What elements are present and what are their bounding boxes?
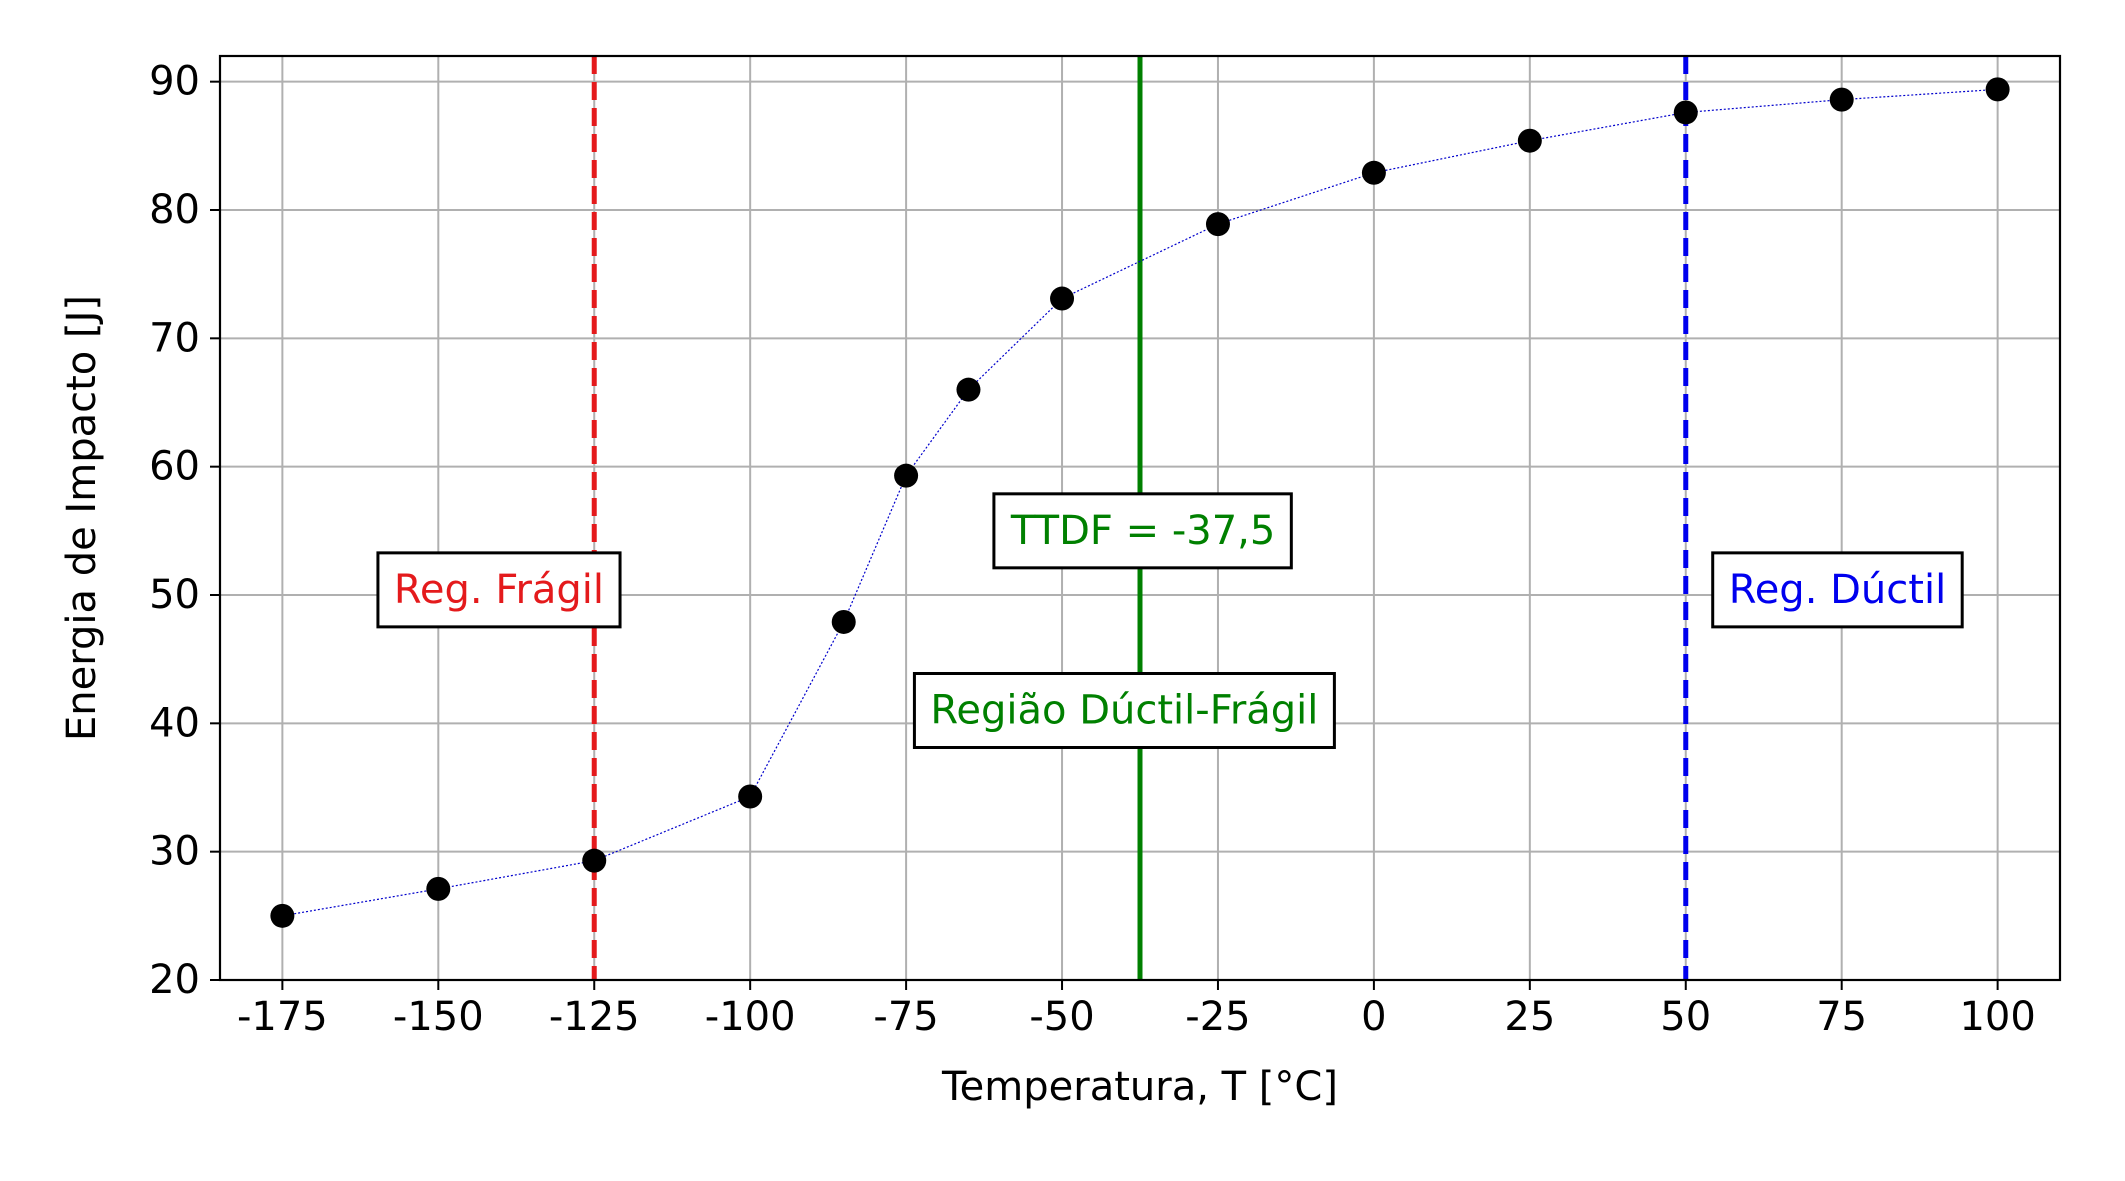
x-tick-label: -25	[1185, 994, 1250, 1040]
y-tick-label: 70	[149, 315, 200, 361]
x-tick-label: 0	[1361, 994, 1386, 1040]
annotation-ductile-region: Reg. Dúctil	[1711, 551, 1964, 629]
data-series	[270, 77, 2010, 928]
x-tick-label: -50	[1029, 994, 1094, 1040]
data-point	[1829, 87, 1854, 112]
data-point	[894, 463, 919, 488]
annotation-ductile-box	[1711, 551, 1964, 629]
data-point	[1205, 212, 1230, 237]
annotation-transition-text: Região Dúctil-Frágil	[930, 688, 1318, 734]
annotation-fragile-text: Reg. Frágil	[394, 567, 604, 613]
y-tick-label: 50	[149, 572, 200, 618]
annotation-fragile-box	[376, 551, 622, 629]
annotation-ttdf: TTDF = -37,5	[992, 492, 1293, 570]
data-point	[1673, 100, 1698, 125]
data-point	[582, 848, 607, 873]
annotation-fragile-region: Reg. Frágil	[376, 551, 622, 629]
x-tick-label: -125	[549, 994, 640, 1040]
plot-frame	[218, 54, 2062, 982]
axis-ticks: -175 -150 -125 -100 -75 -50 -25 0 25 50 75 100 20 30 4…	[149, 59, 2036, 1040]
y-tick-label: 30	[149, 829, 200, 875]
y-tick-label: 90	[149, 59, 200, 105]
x-axis-label: Temperatura, T [°C]	[941, 1064, 1338, 1110]
data-point	[956, 377, 981, 402]
x-tick-label: -150	[393, 994, 484, 1040]
x-tick-label: -75	[873, 994, 938, 1040]
x-tick-label: -100	[705, 994, 796, 1040]
annotation-ductile-text: Reg. Dúctil	[1729, 567, 1946, 613]
x-tick-label: 75	[1816, 994, 1867, 1040]
data-point	[426, 876, 451, 901]
data-point	[1361, 160, 1386, 185]
x-tick-label: -175	[237, 994, 328, 1040]
data-point	[1985, 77, 2010, 102]
y-tick-label: 40	[149, 700, 200, 746]
data-point	[738, 784, 763, 809]
x-tick-label: 100	[1959, 994, 2035, 1040]
data-point	[270, 903, 295, 928]
y-tick-label: 60	[149, 444, 200, 490]
annotation-ttdf-box	[992, 492, 1293, 570]
data-point	[1517, 128, 1542, 153]
x-tick-label: 25	[1504, 994, 1555, 1040]
series-line	[282, 88, 1998, 917]
y-tick-label: 80	[149, 187, 200, 233]
annotation-ttdf-text: TTDF = -37,5	[1010, 508, 1275, 554]
y-tick-label: 20	[149, 957, 200, 1003]
annotation-transition-box	[912, 672, 1336, 749]
data-point	[1050, 286, 1075, 311]
y-axis-label: Energia de Impacto [J]	[59, 295, 105, 741]
x-tick-label: 50	[1660, 994, 1711, 1040]
data-point	[831, 609, 856, 634]
annotation-transition-region: Região Dúctil-Frágil	[912, 672, 1336, 749]
